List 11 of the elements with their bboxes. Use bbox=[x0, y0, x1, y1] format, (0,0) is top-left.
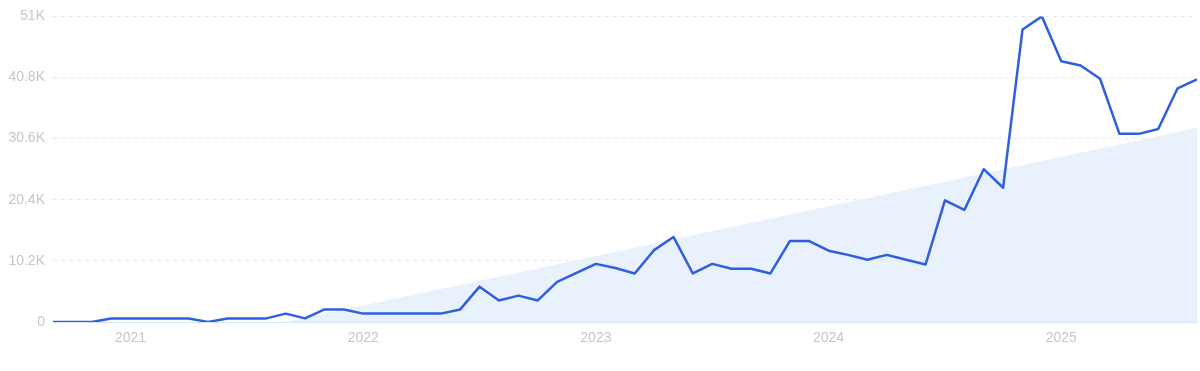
x-tick-label: 2024 bbox=[813, 329, 845, 346]
y-tick-label: 10.2K bbox=[8, 251, 46, 268]
x-tick-label: 2021 bbox=[114, 329, 147, 346]
y-tick-label: 20.4K bbox=[8, 190, 46, 207]
x-tick-label: 2023 bbox=[580, 329, 612, 346]
y-tick-label: 0 bbox=[37, 312, 46, 329]
x-tick-label: 2022 bbox=[347, 329, 380, 346]
x-tick-label: 2025 bbox=[1045, 329, 1078, 346]
y-tick-label: 51K bbox=[20, 7, 46, 24]
y-tick-label: 30.6K bbox=[8, 129, 46, 146]
y-tick-label: 40.8K bbox=[8, 68, 46, 85]
